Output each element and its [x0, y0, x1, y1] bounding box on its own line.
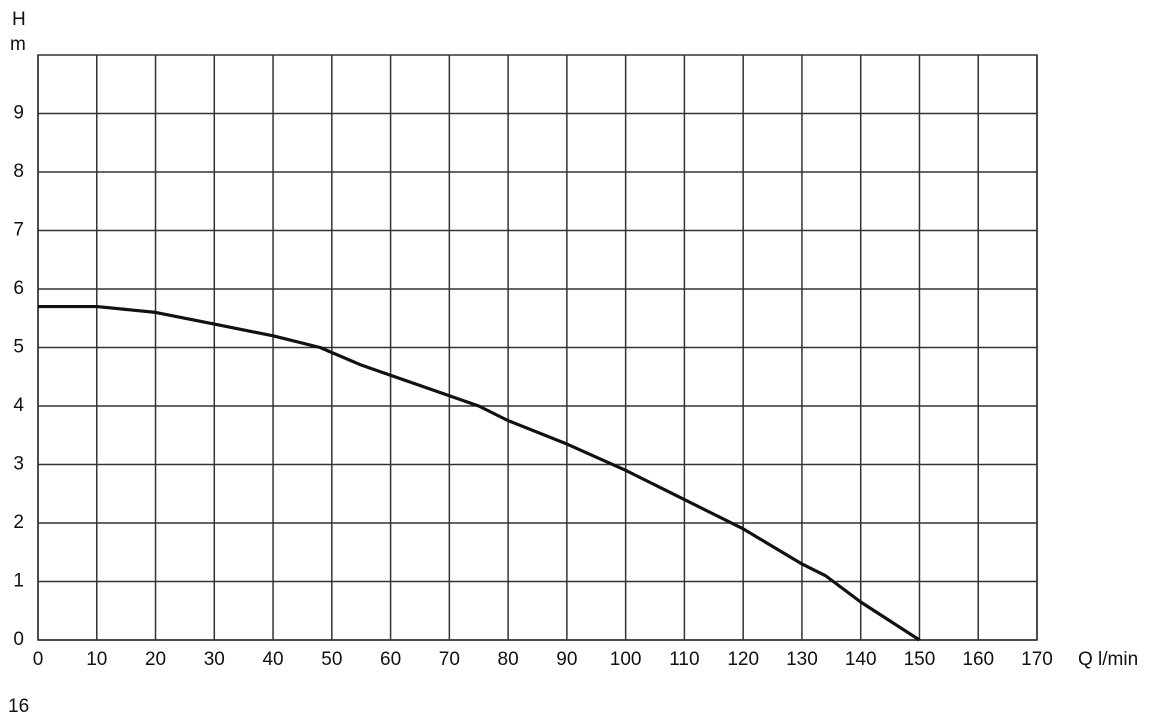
y-tick-label: 5 — [13, 337, 24, 358]
x-tick-label: 90 — [556, 649, 577, 670]
x-tick-label: 170 — [1021, 649, 1053, 670]
y-axis-unit: m — [10, 34, 26, 55]
page-number: 16 — [8, 696, 29, 717]
x-tick-label: 100 — [610, 649, 642, 670]
x-tick-label: 160 — [962, 649, 994, 670]
y-tick-label: 9 — [13, 103, 24, 124]
x-tick-label: 140 — [845, 649, 877, 670]
x-tick-label: 80 — [498, 649, 519, 670]
y-tick-label: 2 — [13, 512, 24, 533]
y-axis-symbol: H — [12, 9, 26, 30]
x-tick-label: 30 — [204, 649, 225, 670]
x-tick-label: 150 — [904, 649, 936, 670]
y-tick-label: 0 — [13, 629, 24, 650]
x-axis-label: Q l/min — [1078, 649, 1138, 670]
x-tick-label: 50 — [321, 649, 342, 670]
x-tick-label: 130 — [786, 649, 818, 670]
x-tick-label: 70 — [439, 649, 460, 670]
y-tick-label: 7 — [13, 220, 24, 241]
y-tick-label: 6 — [13, 278, 24, 299]
x-tick-label: 10 — [86, 649, 107, 670]
y-tick-label: 4 — [13, 395, 24, 416]
x-tick-label: 0 — [33, 649, 44, 670]
data-line — [38, 304, 921, 642]
x-tick-label: 60 — [380, 649, 401, 670]
x-tick-label: 110 — [669, 649, 699, 670]
x-tick-label: 40 — [262, 649, 283, 670]
x-tick-label: 20 — [145, 649, 166, 670]
y-tick-label: 8 — [13, 161, 24, 182]
y-tick-label: 3 — [13, 454, 24, 475]
x-tick-label: 120 — [727, 649, 759, 670]
y-tick-label: 1 — [13, 571, 24, 592]
